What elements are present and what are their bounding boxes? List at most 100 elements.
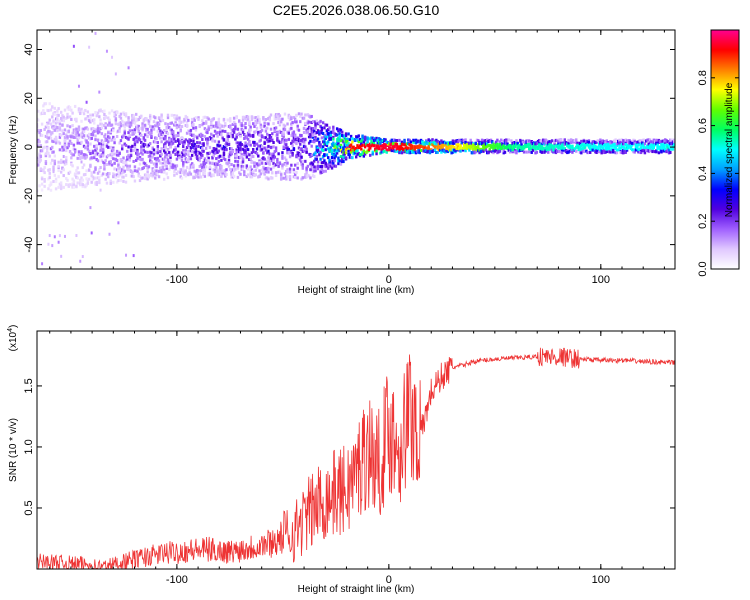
spectrogram-cell [595,151,598,155]
spectrogram-cell [304,113,307,117]
spectrogram-cell [349,156,353,160]
spectrogram-cell [381,139,385,143]
spectrogram-cell [428,139,432,143]
spectrogram-cell [230,127,233,131]
spectrogram-cell [660,143,663,147]
spectrogram-cell [53,111,57,115]
spectrogram-cell [600,143,603,147]
spectrogram-cell [189,157,193,161]
spectrogram-cell [449,141,452,145]
spectrogram-cell [269,167,273,171]
spectrogram-cell [526,144,530,148]
spectrogram-xlabel: Height of straight line (km) [298,285,415,296]
spectrogram-cell [248,130,251,134]
spectrogram-cell [131,119,134,123]
spectrogram-cell [179,120,182,124]
spectrogram-cell [133,169,137,173]
spectrogram-cell [576,145,579,149]
spectrogram-cell [148,117,152,121]
spectrogram-cell [347,149,350,153]
spectrogram-cell [115,158,119,162]
spectrogram-cell [175,172,179,176]
spectrogram-cell [63,108,67,112]
spectrogram-cell [310,168,313,172]
spectrogram-cell [81,131,84,135]
spectrogram-cell [316,122,320,126]
spectrogram-cell [283,162,287,166]
spectrogram-cell [188,171,191,175]
spectrogram-cell [127,116,130,120]
spectrogram-cell [580,139,583,143]
spectrogram-cell [285,146,288,150]
spectrogram-cell [281,151,284,155]
spectrogram-cell [80,160,83,164]
spectrogram-cell [136,150,139,154]
spectrogram-cell [206,116,209,120]
spectrogram-cell [212,117,215,121]
spectrogram-cell [272,165,275,169]
spectrogram-cell [146,135,149,139]
spectrogram-cell [176,150,180,154]
spectrogram-cell [339,148,343,152]
spectrogram-cell [386,141,390,145]
spectrogram-cell [302,127,306,131]
spectrogram-cell [145,164,148,168]
spectrogram-cell [100,139,104,143]
spectrogram-cell [465,145,469,149]
spectrogram-cell [361,143,364,147]
spectrogram-cell [625,145,629,149]
spectrogram-cell [239,155,242,159]
spectrogram-cell [595,140,598,144]
spectrogram-cell [52,119,55,123]
spectrogram-cell [245,166,249,170]
spectrogram-cell [361,138,364,142]
spectrogram-cell [449,149,452,153]
spectrogram-cell [138,126,142,130]
spectrogram-cell [213,168,217,172]
spectrogram-cell [49,181,53,185]
spectrogram-cell [40,149,44,153]
spectrogram-cell [293,173,297,177]
spectrogram-cell [190,165,194,169]
spectrogram-cell [338,144,341,148]
spectrogram-cell [67,105,70,109]
spectrogram-cell [669,146,672,150]
spectrogram-cell [58,122,62,126]
spectrogram-cell [68,115,72,119]
spectrogram-cell [114,117,118,121]
spectrogram-cell [527,139,531,143]
spectrogram-cell [456,140,460,144]
spectrogram-cell [53,173,57,177]
spectrogram-cell [440,144,443,148]
spectrogram-cell [427,144,430,148]
spectrogram-cell [220,170,223,174]
spectrogram-cell [653,143,657,147]
spectrogram-cell [164,155,167,159]
spectrogram-cell [68,170,72,174]
spectrogram-cell [96,152,100,156]
spectrogram-cell [402,147,405,151]
spectrogram-cell [575,149,578,153]
spectrogram-cell [216,173,219,177]
spectrogram-cell [171,132,175,136]
spectrogram-cell [268,115,271,119]
spectrogram-cell [327,140,330,144]
spectrogram-cell [356,149,359,153]
spectrogram-cell [589,145,592,149]
spectrogram-cell [259,172,263,176]
spectrogram-cell [438,146,442,150]
spectrogram-cell [320,136,324,140]
spectrogram-cell [267,177,270,181]
spectrogram-cell [115,111,119,115]
spectrogram-cell [112,135,115,139]
spectrogram-cell [269,176,273,180]
spectrogram-cell [339,134,343,138]
spectrogram-cell [201,119,204,123]
spectrogram-cell [140,145,143,149]
spectrogram-cell [97,139,100,143]
spectrogram-cell [480,141,484,145]
spectrogram-cell [38,140,41,144]
spectrogram-cell [562,146,565,150]
spectrogram-cell [98,109,101,113]
spectrogram-cell [502,151,505,155]
